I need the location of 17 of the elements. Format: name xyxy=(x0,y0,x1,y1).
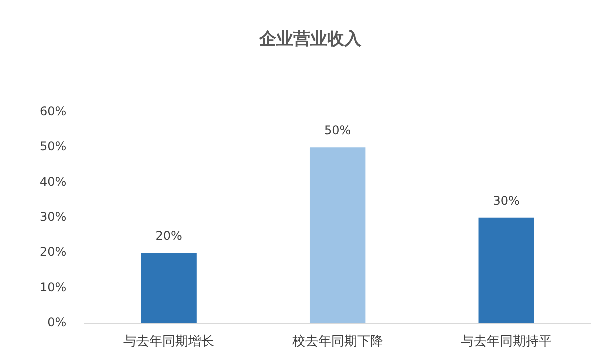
data-label: 50% xyxy=(324,124,352,138)
bar xyxy=(141,253,197,324)
bar xyxy=(310,148,366,324)
chart-title: 企业营业收入 xyxy=(258,30,362,50)
y-tick-label: 0% xyxy=(48,316,67,330)
y-tick-label: 20% xyxy=(40,245,67,260)
y-tick-label: 40% xyxy=(40,174,67,189)
x-tick-label: 与去年同期持平 xyxy=(461,334,552,350)
y-tick-label: 50% xyxy=(40,140,67,154)
x-tick-label: 与去年同期增长 xyxy=(124,334,215,350)
bar xyxy=(478,218,534,324)
y-tick-label: 30% xyxy=(40,210,67,224)
data-label: 20% xyxy=(156,229,182,244)
data-label: 30% xyxy=(493,194,520,208)
y-tick-label: 60% xyxy=(40,104,67,119)
x-tick-label: 校去年同期下降 xyxy=(291,334,384,350)
y-tick-label: 10% xyxy=(40,280,67,294)
